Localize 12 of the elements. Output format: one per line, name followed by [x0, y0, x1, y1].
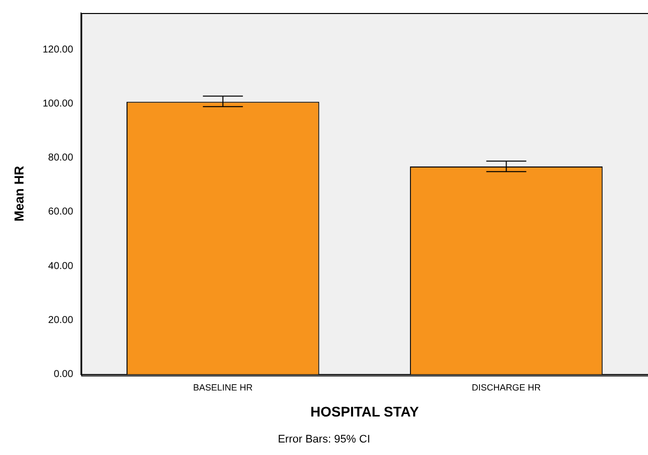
x-tick-label: BASELINE HR — [193, 382, 254, 392]
text: Error Bars: 95% CI — [276, 434, 372, 446]
y-tick-label: 40.00 — [48, 260, 74, 272]
y-tick-label: 80.00 — [48, 152, 74, 164]
x-tick-label: DISCHARGE HR — [472, 382, 542, 392]
y-tick-label: 100.00 — [42, 98, 74, 110]
y-axis-title: Mean HR — [11, 165, 26, 222]
y-tick-label: 60.00 — [48, 206, 74, 218]
y-tick-label: 120.00 — [42, 44, 74, 56]
y-tick-label: 0.00 — [54, 369, 74, 380]
x-axis-title: HOSPITAL STAY — [310, 403, 420, 420]
y-tick-label: 20.00 — [48, 315, 74, 326]
